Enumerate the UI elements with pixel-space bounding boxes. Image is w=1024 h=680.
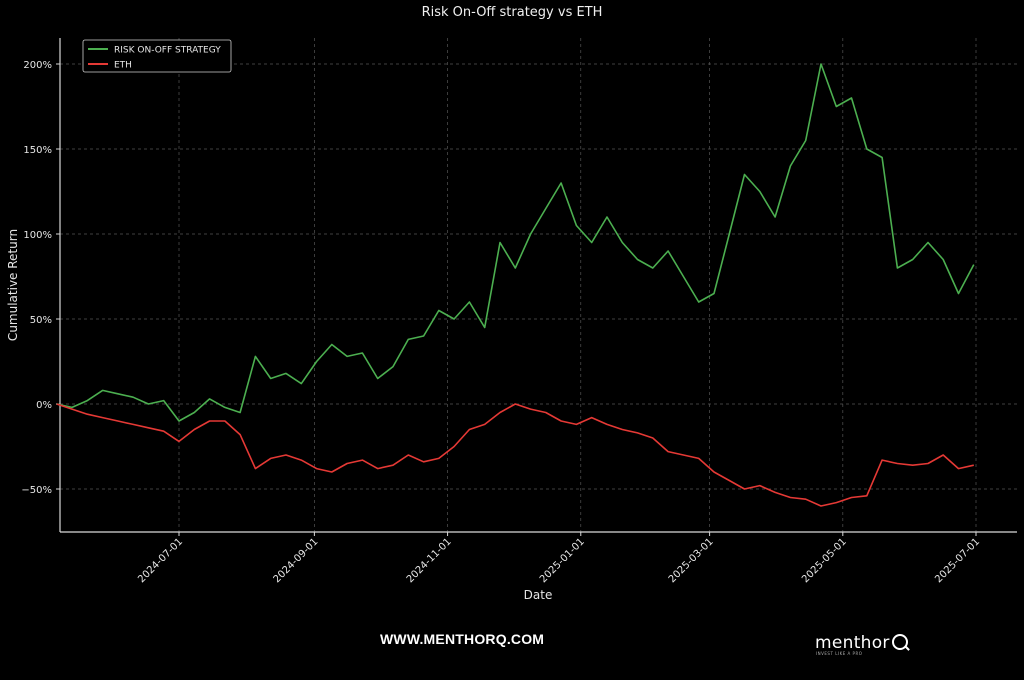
- y-axis-label: Cumulative Return: [6, 229, 20, 341]
- x-axis-ticks: 2024-07-01 2024-09-01 2024-11-01 2025-01-01…: [136, 532, 982, 585]
- grid-lines: [60, 38, 1017, 532]
- series-line: [56, 403, 974, 507]
- series-lines: [56, 63, 975, 507]
- legend-label: RISK ON-OFF STRATEGY: [114, 46, 221, 56]
- y-tick-label: 150%: [23, 145, 52, 156]
- y-tick-label: 0%: [36, 400, 52, 411]
- x-tick-label: 2025-05-01: [800, 536, 849, 585]
- x-tick-label: 2025-03-01: [667, 536, 716, 585]
- menthorq-logo: menthor INVEST LIKE A PRO: [815, 632, 908, 656]
- x-tick-label: 2025-01-01: [538, 536, 587, 585]
- x-tick-label: 2024-07-01: [136, 536, 185, 585]
- website-url[interactable]: WWW.MENTHORQ.COM: [380, 631, 545, 647]
- series-line: [56, 63, 975, 422]
- axes: [59, 38, 1017, 533]
- x-axis-label: Date: [524, 588, 553, 602]
- line-chart: −50% 0% 50% 100% 150% 200% 2024-07-01 2024-09-…: [6, 38, 1017, 602]
- logo-word: menthor: [815, 633, 890, 653]
- y-tick-label: 50%: [30, 315, 52, 326]
- legend-label: ETH: [114, 61, 132, 71]
- logo-q-icon: [891, 634, 908, 650]
- x-tick-label: 2024-11-01: [405, 536, 454, 585]
- y-tick-label: 200%: [23, 60, 52, 71]
- chart-title: Risk On-Off strategy vs ETH: [421, 5, 603, 20]
- x-tick-label: 2024-09-01: [272, 536, 321, 585]
- logo-tagline: INVEST LIKE A PRO: [816, 651, 863, 656]
- legend: RISK ON-OFF STRATEGY ETH: [82, 39, 232, 73]
- y-tick-label: −50%: [21, 485, 52, 496]
- x-tick-label: 2025-07-01: [933, 536, 982, 585]
- y-tick-label: 100%: [23, 230, 52, 241]
- y-axis-ticks: −50% 0% 50% 100% 150% 200%: [21, 60, 60, 496]
